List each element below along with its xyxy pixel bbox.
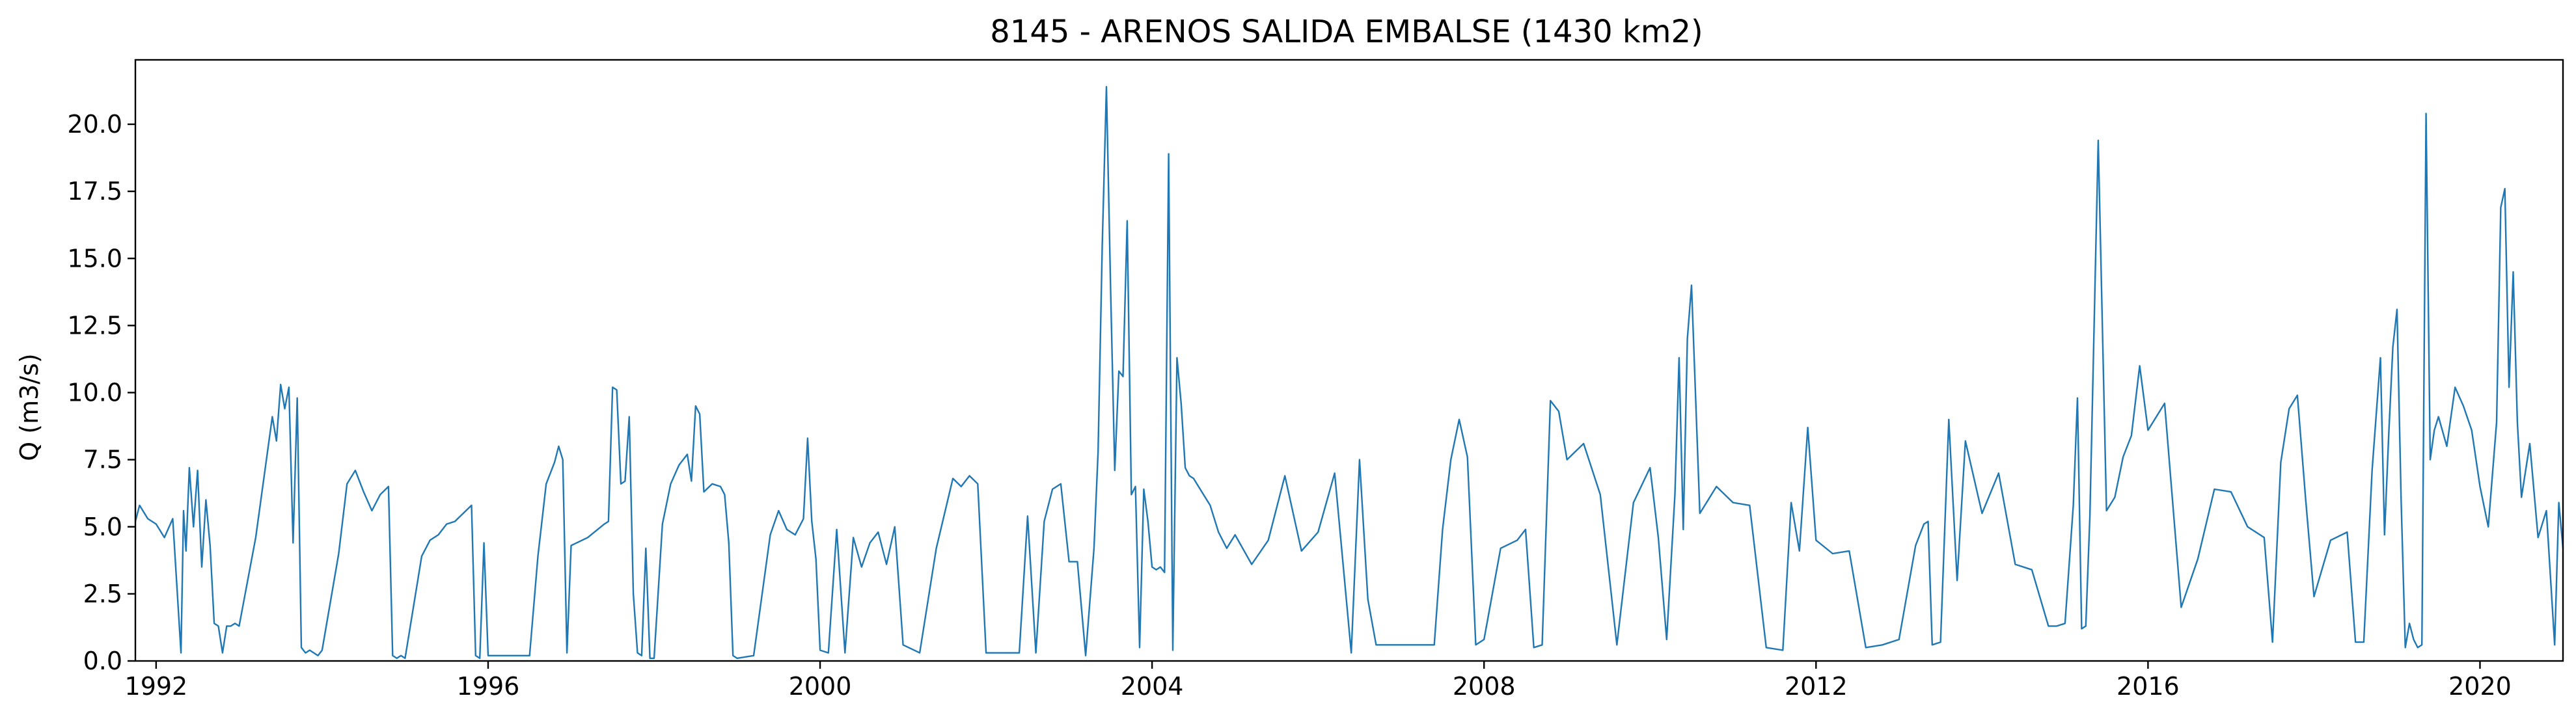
- x-tick-label: 1992: [125, 672, 188, 701]
- y-tick-label: 15.0: [67, 244, 122, 273]
- x-tick-label: 2016: [2117, 672, 2180, 701]
- chart-title: 8145 - ARENOS SALIDA EMBALSE (1430 km2): [990, 14, 1703, 50]
- x-tick-label: 2004: [1121, 672, 1184, 701]
- y-tick-label: 20.0: [67, 110, 122, 139]
- y-axis-label: Q (m3/s): [15, 353, 44, 461]
- y-tick-label: 7.5: [83, 446, 122, 474]
- y-tick-label: 12.5: [67, 311, 122, 340]
- y-tick-label: 10.0: [67, 379, 122, 407]
- discharge-series-line: [134, 86, 2564, 660]
- plot-frame: [134, 59, 2564, 662]
- x-tick-label: 2012: [1785, 672, 1848, 701]
- y-tick-label: 0.0: [83, 647, 122, 675]
- series-layer: [134, 86, 2564, 660]
- y-tick-label: 2.5: [83, 580, 122, 608]
- y-tick-label: 5.0: [83, 513, 122, 541]
- y-tick-label: 17.5: [67, 177, 122, 206]
- x-tick-label: 2020: [2448, 672, 2512, 701]
- plot-area: 1992 1996 2000 2004 2008 2012 2016 2020 0.0 2.5 5…: [67, 59, 2564, 701]
- x-tick-label: 1996: [457, 672, 520, 701]
- x-tick-label: 2000: [789, 672, 852, 701]
- x-tick-label: 2008: [1453, 672, 1516, 701]
- x-axis-ticks: 1992 1996 2000 2004 2008 2012 2016 2020: [125, 661, 2512, 701]
- y-axis-ticks: 0.0 2.5 5.0 7.5 10.0 12.5 15.0 17.5 20.0: [67, 110, 135, 675]
